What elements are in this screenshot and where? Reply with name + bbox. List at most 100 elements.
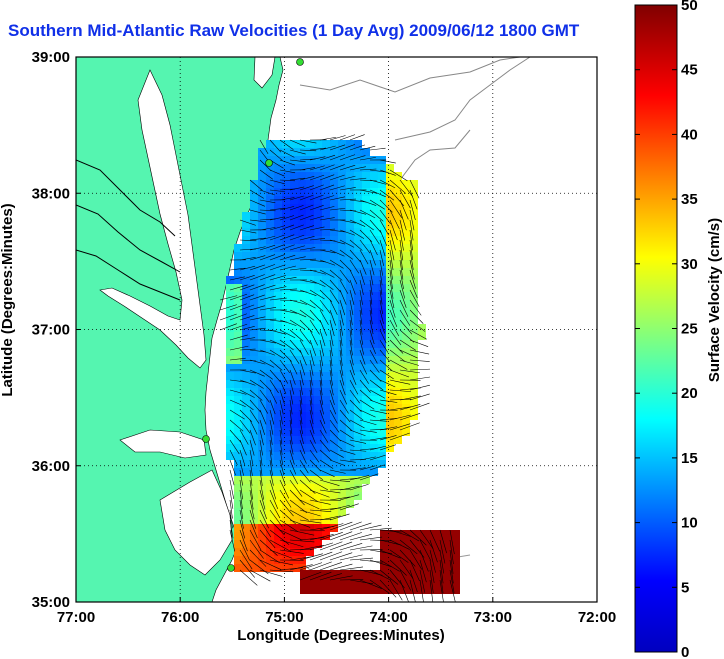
velocity-arrow — [289, 234, 305, 241]
velocity-arrow — [239, 449, 246, 466]
velocity-cell — [226, 388, 234, 396]
velocity-arrow — [369, 269, 374, 286]
velocity-cell — [362, 164, 370, 172]
velocity-arrow — [359, 559, 383, 563]
velocity-arrow — [289, 205, 304, 211]
velocity-cell — [242, 404, 250, 412]
velocity-arrow — [309, 542, 334, 551]
velocity-arrow — [309, 489, 330, 498]
velocity-cell — [378, 444, 386, 452]
velocity-arrow — [269, 216, 285, 221]
velocity-cell — [452, 570, 460, 578]
velocity-arrow — [379, 369, 394, 380]
velocity-cell — [394, 332, 402, 340]
velocity-arrow — [389, 239, 395, 261]
velocity-cell — [332, 578, 340, 586]
velocity-arrow — [409, 349, 430, 355]
velocity-arrow — [229, 284, 248, 291]
velocity-arrow — [259, 284, 276, 291]
velocity-cell — [234, 372, 242, 380]
velocity-arrow — [359, 429, 377, 433]
velocity-arrow — [239, 239, 257, 242]
velocity-cell — [402, 300, 410, 308]
velocity-cell — [298, 260, 306, 268]
velocity-cell — [226, 300, 234, 308]
velocity-cell — [330, 188, 338, 196]
velocity-cell — [370, 396, 378, 404]
velocity-cell — [234, 532, 242, 540]
velocity-arrow — [299, 139, 317, 144]
velocity-cell — [402, 244, 410, 252]
velocity-cell — [330, 260, 338, 268]
velocity-arrow — [319, 429, 329, 443]
velocity-arrow — [229, 519, 234, 539]
velocity-arrow — [349, 439, 367, 444]
velocity-arrow — [269, 349, 284, 359]
velocity-arrow — [299, 185, 314, 191]
velocity-arrow — [299, 258, 316, 261]
radar-site-marker — [202, 435, 210, 443]
velocity-arrow — [439, 539, 446, 564]
velocity-cell — [242, 396, 250, 404]
velocity-cell — [314, 540, 322, 548]
velocity-cell — [242, 316, 250, 324]
velocity-cell — [266, 172, 274, 180]
velocity-arrow — [389, 259, 393, 280]
velocity-cell — [348, 578, 356, 586]
velocity-cell — [330, 236, 338, 244]
velocity-arrow — [259, 559, 282, 570]
velocity-arrow — [259, 254, 276, 261]
velocity-arrow — [369, 349, 378, 364]
velocity-cell — [314, 364, 322, 372]
velocity-cell — [340, 570, 348, 578]
velocity-cell — [362, 188, 370, 196]
velocity-cell — [290, 228, 298, 236]
velocity-cell — [378, 412, 386, 420]
velocity-arrow — [239, 304, 255, 311]
velocity-cell — [298, 228, 306, 236]
velocity-arrow — [329, 449, 344, 458]
velocity-cell — [298, 372, 306, 380]
velocity-cell — [274, 428, 282, 436]
velocity-arrow — [239, 549, 253, 570]
velocity-cell — [362, 196, 370, 204]
velocity-cell — [234, 468, 242, 476]
velocity-cell — [354, 292, 362, 300]
velocity-arrow — [389, 289, 395, 309]
velocity-cell — [362, 420, 370, 428]
velocity-cell — [338, 164, 346, 172]
velocity-arrow — [399, 369, 420, 374]
velocity-cell — [396, 570, 404, 578]
velocity-cell — [330, 404, 338, 412]
velocity-cell — [388, 546, 396, 554]
velocity-cell — [250, 260, 258, 268]
velocity-cell — [394, 252, 402, 260]
velocity-arrow — [359, 409, 376, 418]
velocity-cell — [370, 212, 378, 220]
velocity-cell — [306, 140, 314, 148]
velocity-arrow — [409, 376, 431, 381]
velocity-cell — [306, 412, 314, 420]
velocity-cell — [410, 404, 418, 412]
velocity-arrow — [229, 529, 236, 552]
velocity-cell — [322, 276, 330, 284]
velocity-cell — [330, 460, 338, 468]
velocity-cell — [290, 564, 298, 572]
velocity-arrow — [399, 559, 414, 579]
velocity-arrow — [329, 359, 333, 376]
velocity-cell — [266, 212, 274, 220]
velocity-cell — [362, 412, 370, 420]
velocity-cell — [394, 284, 402, 292]
velocity-arrow — [339, 579, 364, 581]
velocity-cell — [370, 180, 378, 188]
velocity-cell — [322, 340, 330, 348]
velocity-cell — [266, 164, 274, 172]
velocity-arrow — [389, 179, 407, 194]
velocity-cell — [354, 172, 362, 180]
velocity-arrow — [319, 249, 336, 254]
velocity-cell — [266, 204, 274, 212]
velocity-arrow — [229, 509, 233, 529]
velocity-arrow — [379, 289, 383, 305]
velocity-arrow — [289, 214, 304, 221]
velocity-cell — [290, 212, 298, 220]
